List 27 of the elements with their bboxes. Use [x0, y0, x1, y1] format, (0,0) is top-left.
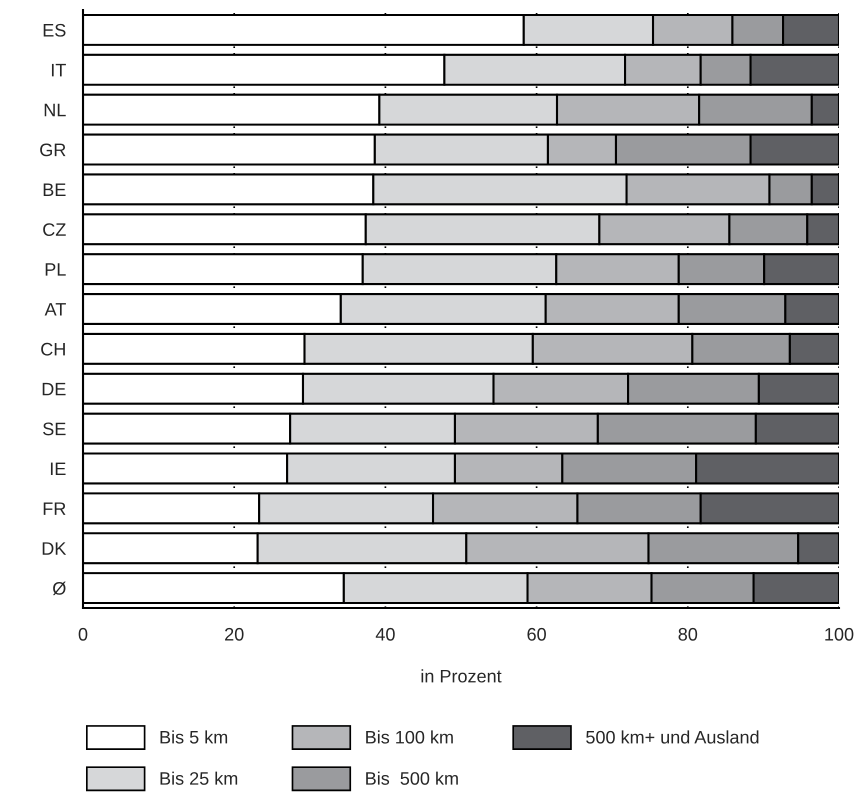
legend-label: 500 km+ und Ausland: [586, 730, 758, 744]
legend-label: Bis 500 km: [366, 772, 458, 785]
y-tick-label: SE: [43, 422, 66, 436]
y-tick-label: AT: [44, 303, 66, 316]
x-tick-label: 80: [678, 628, 698, 641]
y-tick-label: CH: [41, 342, 65, 356]
x-tick-label: 60: [527, 628, 546, 641]
x-tick-label: 0: [78, 628, 88, 641]
legend-label: Bis 100 km: [366, 730, 453, 744]
x-axis-title: in Prozent: [422, 669, 502, 683]
y-tick-label: BE: [44, 184, 66, 196]
x-tick-label: 100: [825, 628, 854, 641]
y-tick-label: Ø: [52, 582, 66, 596]
y-tick-label: PL: [46, 263, 66, 276]
x-tick-label: 20: [225, 628, 244, 641]
y-tick-label: IT: [52, 64, 66, 76]
y-tick-label: ES: [44, 24, 66, 37]
y-tick-label: IE: [50, 462, 66, 476]
legend-label: Bis 25 km: [160, 772, 238, 785]
x-tick-label: 40: [376, 628, 395, 641]
y-tick-label: CZ: [43, 223, 66, 236]
y-tick-label: DE: [42, 382, 66, 396]
y-tick-label: DK: [42, 542, 66, 555]
legend-label: Bis 5 km: [160, 730, 228, 744]
y-tick-label: FR: [44, 502, 66, 515]
y-tick-label: GR: [40, 143, 66, 156]
y-tick-label: NL: [44, 104, 66, 116]
